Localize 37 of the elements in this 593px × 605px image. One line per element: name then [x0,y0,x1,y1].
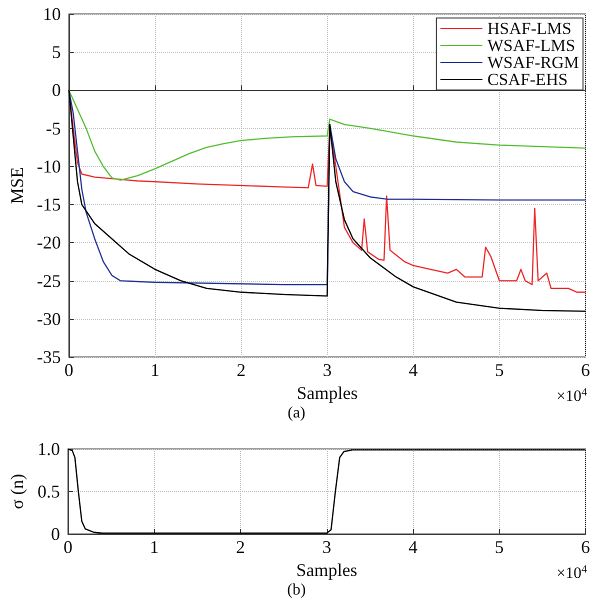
x-axis-title: Samples [296,382,358,403]
text: (a) [288,404,306,422]
x-tick-label: 6 [581,360,590,380]
x-tick-label: 4 [408,537,418,557]
y-tick-label: 0.5 [38,482,60,502]
legend-label: CSAF-EHS [487,70,568,89]
y-tick-label: 5 [52,42,61,62]
x-axis-title: Samples [296,560,358,580]
line-series [67,448,586,534]
x-tick-label: 4 [408,360,418,380]
y-tick-label: 10 [42,4,61,24]
y-tick-label: 1.0 [38,439,60,459]
y-tick-label: 0 [52,80,61,100]
text: (b) [287,582,306,598]
legend-label: WSAF-LMS [487,36,576,55]
x-tick-label: 2 [236,537,245,557]
y-tick-label: -35 [36,347,61,367]
x-tick-label: 5 [494,537,504,557]
x-tick-label: 5 [494,360,504,380]
y-tick-label: -20 [36,232,61,253]
y-tick-label: -10 [36,156,61,176]
x-tick-label: 1 [150,360,160,380]
y-axis-title: σ (n) [7,474,27,510]
y-tick-label: 0 [51,524,60,544]
legend-label: WSAF-RGM [487,53,579,72]
x-tick-label: 3 [322,537,332,557]
x-tick-label: 1 [150,537,159,557]
x-tick-label: 0 [64,360,74,380]
x-tick-label: 6 [581,537,590,557]
legend-label: HSAF-LMS [487,19,572,38]
x-tick-label: 3 [322,360,332,380]
y-tick-label: -30 [36,308,61,329]
y-tick-label: -25 [36,270,61,291]
y-tick-label: -15 [36,194,61,215]
x-tick-label: 2 [236,360,246,380]
y-axis-title: MSE [7,166,27,204]
y-tick-label: -5 [46,118,61,138]
